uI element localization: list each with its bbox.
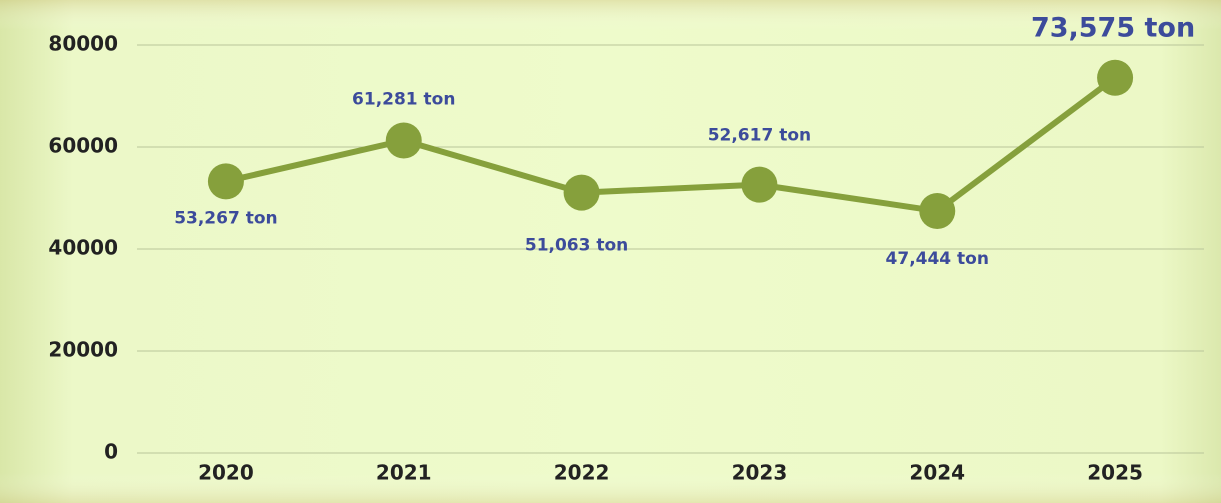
x-tick-label: 2025 [1087, 461, 1143, 485]
point [741, 167, 777, 203]
value-label: 53,267 ton [174, 208, 277, 228]
x-tick-label: 2023 [732, 461, 788, 485]
point [208, 163, 244, 199]
value-label: 52,617 ton [708, 126, 811, 146]
value-label: 47,444 ton [886, 249, 989, 269]
point [919, 193, 955, 229]
chart: 0 20000 40000 60000 80000 2020 2021 2022 2023 202… [0, 0, 1221, 503]
point [1097, 60, 1133, 96]
x-tick-label: 2020 [198, 461, 254, 485]
y-tick-label: 40000 [48, 236, 118, 260]
x-tick-label: 2024 [909, 461, 965, 485]
y-tick-label: 80000 [48, 32, 118, 56]
page: 0 20000 40000 60000 80000 2020 2021 2022 2023 202… [0, 0, 1221, 503]
value-label-highlight: 73,575 ton [1031, 12, 1195, 43]
x-tick-label: 2022 [554, 461, 610, 485]
x-tick-label: 2021 [376, 461, 432, 485]
value-label: 61,281 ton [352, 89, 455, 109]
point [564, 175, 600, 211]
y-tick-label: 60000 [48, 134, 118, 158]
y-tick-label: 20000 [48, 338, 118, 362]
y-tick-label: 0 [104, 440, 118, 464]
point [386, 122, 422, 158]
value-label: 51,063 ton [525, 236, 628, 256]
